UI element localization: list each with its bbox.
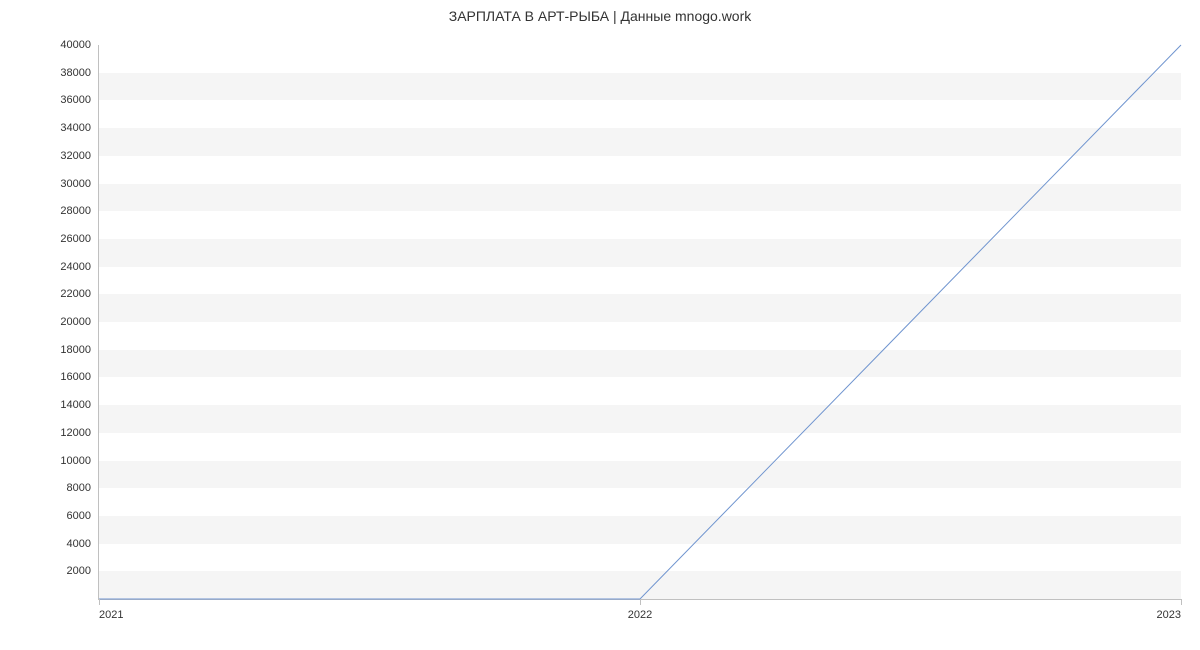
y-axis-tick-label: 38000 xyxy=(60,67,91,79)
y-axis-tick-label: 34000 xyxy=(60,122,91,134)
x-axis-tick xyxy=(99,599,100,605)
x-axis-tick-label: 2022 xyxy=(628,609,652,621)
y-axis-tick-label: 8000 xyxy=(67,482,91,494)
y-axis-tick-label: 20000 xyxy=(60,316,91,328)
y-axis-tick-label: 22000 xyxy=(60,288,91,300)
y-axis-tick-label: 4000 xyxy=(67,538,91,550)
line-series-layer xyxy=(99,45,1181,599)
y-axis-tick-label: 30000 xyxy=(60,178,91,190)
chart-container: ЗАРПЛАТА В АРТ-РЫБА | Данные mnogo.work … xyxy=(0,0,1200,650)
y-axis-tick-label: 6000 xyxy=(67,510,91,522)
x-axis-tick-label: 2021 xyxy=(99,609,123,621)
y-axis-tick-label: 40000 xyxy=(60,39,91,51)
y-axis-tick-label: 24000 xyxy=(60,261,91,273)
y-axis-tick-label: 12000 xyxy=(60,427,91,439)
y-axis-tick-label: 28000 xyxy=(60,205,91,217)
y-axis-tick-label: 2000 xyxy=(67,565,91,577)
line-series xyxy=(99,45,1181,599)
y-axis-tick-label: 32000 xyxy=(60,150,91,162)
y-axis-tick-label: 16000 xyxy=(60,371,91,383)
chart-title: ЗАРПЛАТА В АРТ-РЫБА | Данные mnogo.work xyxy=(0,8,1200,24)
x-axis-tick xyxy=(1181,599,1182,605)
y-axis-tick-label: 14000 xyxy=(60,399,91,411)
y-axis-tick-label: 26000 xyxy=(60,233,91,245)
plot-area: 2000400060008000100001200014000160001800… xyxy=(98,45,1181,600)
x-axis-tick xyxy=(640,599,641,605)
y-axis-tick-label: 36000 xyxy=(60,94,91,106)
y-axis-tick-label: 18000 xyxy=(60,344,91,356)
x-axis-tick-label: 2023 xyxy=(1157,609,1181,621)
y-axis-tick-label: 10000 xyxy=(60,455,91,467)
